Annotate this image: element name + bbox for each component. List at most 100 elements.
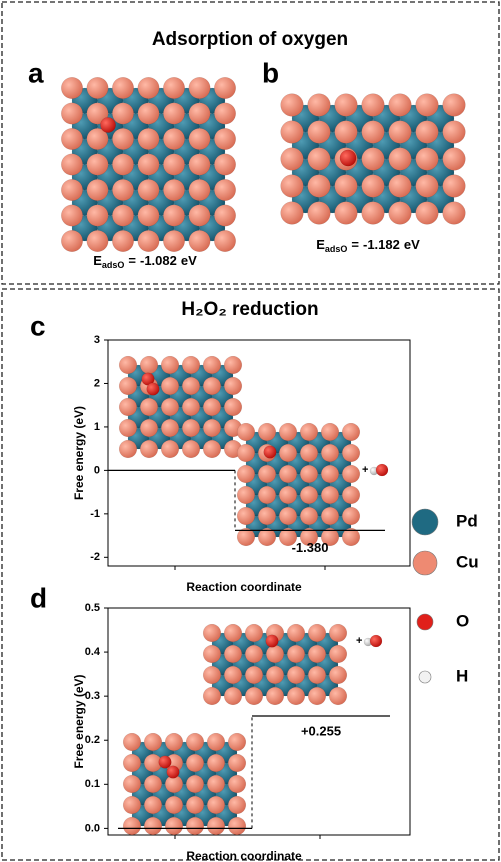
Cu-atom	[61, 77, 82, 98]
O-atom	[264, 446, 277, 459]
Cu-atom	[186, 754, 204, 772]
Cu-atom	[189, 77, 210, 98]
Cu-atom	[308, 121, 331, 144]
Cu-atom	[258, 465, 276, 483]
O-atom	[147, 383, 160, 396]
Cu-atom	[189, 205, 210, 226]
Cu-atom	[281, 94, 304, 117]
Cu-atom	[112, 154, 133, 175]
energy-label: EadsO=-1.082eV	[93, 253, 197, 270]
Cu-atom	[443, 94, 466, 117]
Cu-atom	[300, 423, 318, 441]
legend-label: Pd	[456, 511, 478, 530]
Cu-atom	[228, 796, 246, 814]
Cu-atom	[362, 121, 385, 144]
Cu-atom	[321, 465, 339, 483]
Cu-atom	[163, 154, 184, 175]
y-tick-label: 0.2	[85, 734, 100, 746]
Cu-atom	[163, 230, 184, 251]
Cu-atom	[203, 419, 221, 437]
Cu-atom	[308, 666, 326, 684]
Cu-atom	[163, 179, 184, 200]
Cu-atom	[329, 666, 347, 684]
Cu-atom	[112, 179, 133, 200]
Cu-atom	[321, 507, 339, 525]
Cu-atom	[144, 817, 162, 835]
panel-label: d	[30, 582, 47, 613]
Cu-atom	[258, 486, 276, 504]
Cu-atom	[203, 687, 221, 705]
Cu-atom	[214, 77, 235, 98]
energy-label: EadsO=-1.182eV	[316, 237, 420, 254]
Cu-atom	[214, 205, 235, 226]
page: Adsorption of oxygen H₂O₂ reduction aEad…	[0, 0, 501, 862]
Cu-atom	[140, 398, 158, 416]
Cu-atom	[443, 202, 466, 225]
Cu-atom	[163, 128, 184, 149]
y-axis-label: Free energy (eV)	[72, 674, 86, 768]
Cu-atom	[266, 687, 284, 705]
Cu-atom	[214, 128, 235, 149]
Cu-atom	[203, 377, 221, 395]
Cu-atom	[224, 356, 242, 374]
Cu-atom	[61, 103, 82, 124]
Cu-atom	[245, 666, 263, 684]
Cu-atom	[300, 507, 318, 525]
y-tick-label: 0.5	[85, 602, 100, 614]
Cu-atom	[266, 645, 284, 663]
Cu-atom	[182, 398, 200, 416]
Cu-atom	[329, 687, 347, 705]
Cu-atom	[61, 128, 82, 149]
section-title: H₂O₂ reduction	[181, 299, 318, 320]
y-tick-label: 0.3	[85, 690, 100, 702]
Cu-atom	[61, 179, 82, 200]
Cu-atom	[389, 94, 412, 117]
Cu-atom	[140, 419, 158, 437]
Cu-atom	[224, 624, 242, 642]
y-tick-label: 0	[94, 464, 100, 476]
Cu-atom	[258, 423, 276, 441]
energy-value: -1.082	[140, 253, 177, 268]
Cu-atom	[224, 687, 242, 705]
Cu-atom	[61, 205, 82, 226]
Cu-atom	[389, 175, 412, 198]
Cu-atom	[416, 148, 439, 171]
Cu-atom	[279, 444, 297, 462]
energy-symbol: E	[316, 237, 325, 252]
Cu-atom	[237, 507, 255, 525]
panel-label: c	[30, 310, 46, 341]
Cu-atom	[329, 645, 347, 663]
Cu-atom	[342, 444, 360, 462]
Cu-atom	[138, 154, 159, 175]
Cu-atom	[189, 230, 210, 251]
Cu-atom	[281, 175, 304, 198]
product-plus: +	[362, 464, 368, 476]
Cu-atom	[203, 645, 221, 663]
Cu-atom	[203, 666, 221, 684]
Cu-atom	[342, 465, 360, 483]
Cu-atom	[224, 666, 242, 684]
panel-label: a	[28, 57, 44, 88]
Cu-atom	[165, 796, 183, 814]
Cu-atom	[119, 356, 137, 374]
y-tick-label: 1	[94, 421, 100, 433]
Cu-atom	[214, 154, 235, 175]
Cu-atom	[189, 179, 210, 200]
Cu-atom	[87, 154, 108, 175]
Cu-atom	[163, 77, 184, 98]
Cu-atom	[144, 733, 162, 751]
energy-unit: eV	[181, 253, 197, 268]
Cu-atom	[144, 796, 162, 814]
Cu-atom	[123, 817, 141, 835]
Cu-atom	[279, 507, 297, 525]
Cu-atom	[182, 419, 200, 437]
energy-symbol: E	[93, 253, 102, 268]
Cu-atom	[308, 202, 331, 225]
Cu-atom	[161, 419, 179, 437]
Cu-atom	[228, 775, 246, 793]
Cu-atom	[362, 148, 385, 171]
Cu-atom	[266, 666, 284, 684]
Cu-atom	[300, 444, 318, 462]
Cu-atom	[140, 356, 158, 374]
Cu-atom	[245, 687, 263, 705]
